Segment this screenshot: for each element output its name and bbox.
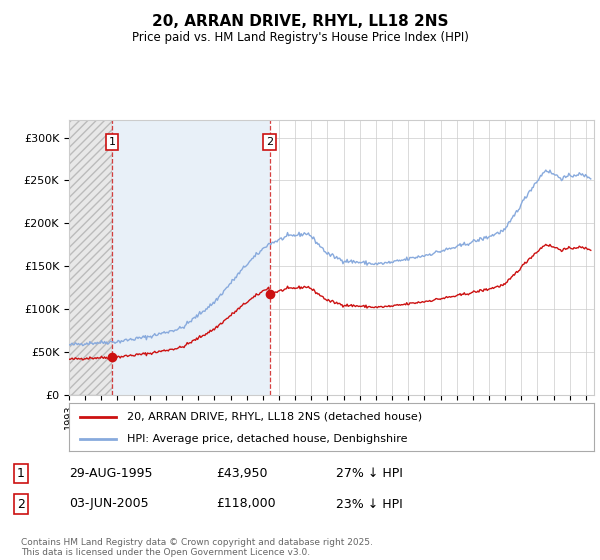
Text: 1: 1 [109, 137, 115, 147]
Bar [112, 120, 269, 395]
Text: 2: 2 [266, 137, 273, 147]
Text: 2: 2 [17, 497, 25, 511]
Text: Contains HM Land Registry data © Crown copyright and database right 2025.
This d: Contains HM Land Registry data © Crown c… [21, 538, 373, 557]
Text: Price paid vs. HM Land Registry's House Price Index (HPI): Price paid vs. HM Land Registry's House … [131, 31, 469, 44]
Text: HPI: Average price, detached house, Denbighshire: HPI: Average price, detached house, Denb… [127, 434, 407, 444]
Text: 1: 1 [17, 466, 25, 480]
Text: 29-AUG-1995: 29-AUG-1995 [69, 466, 152, 480]
Text: 20, ARRAN DRIVE, RHYL, LL18 2NS (detached house): 20, ARRAN DRIVE, RHYL, LL18 2NS (detache… [127, 412, 422, 422]
Text: 20, ARRAN DRIVE, RHYL, LL18 2NS: 20, ARRAN DRIVE, RHYL, LL18 2NS [152, 14, 448, 29]
Text: 23% ↓ HPI: 23% ↓ HPI [336, 497, 403, 511]
Bar [69, 120, 112, 395]
Text: £118,000: £118,000 [216, 497, 275, 511]
Text: 27% ↓ HPI: 27% ↓ HPI [336, 466, 403, 480]
Text: £43,950: £43,950 [216, 466, 268, 480]
Text: 03-JUN-2005: 03-JUN-2005 [69, 497, 149, 511]
